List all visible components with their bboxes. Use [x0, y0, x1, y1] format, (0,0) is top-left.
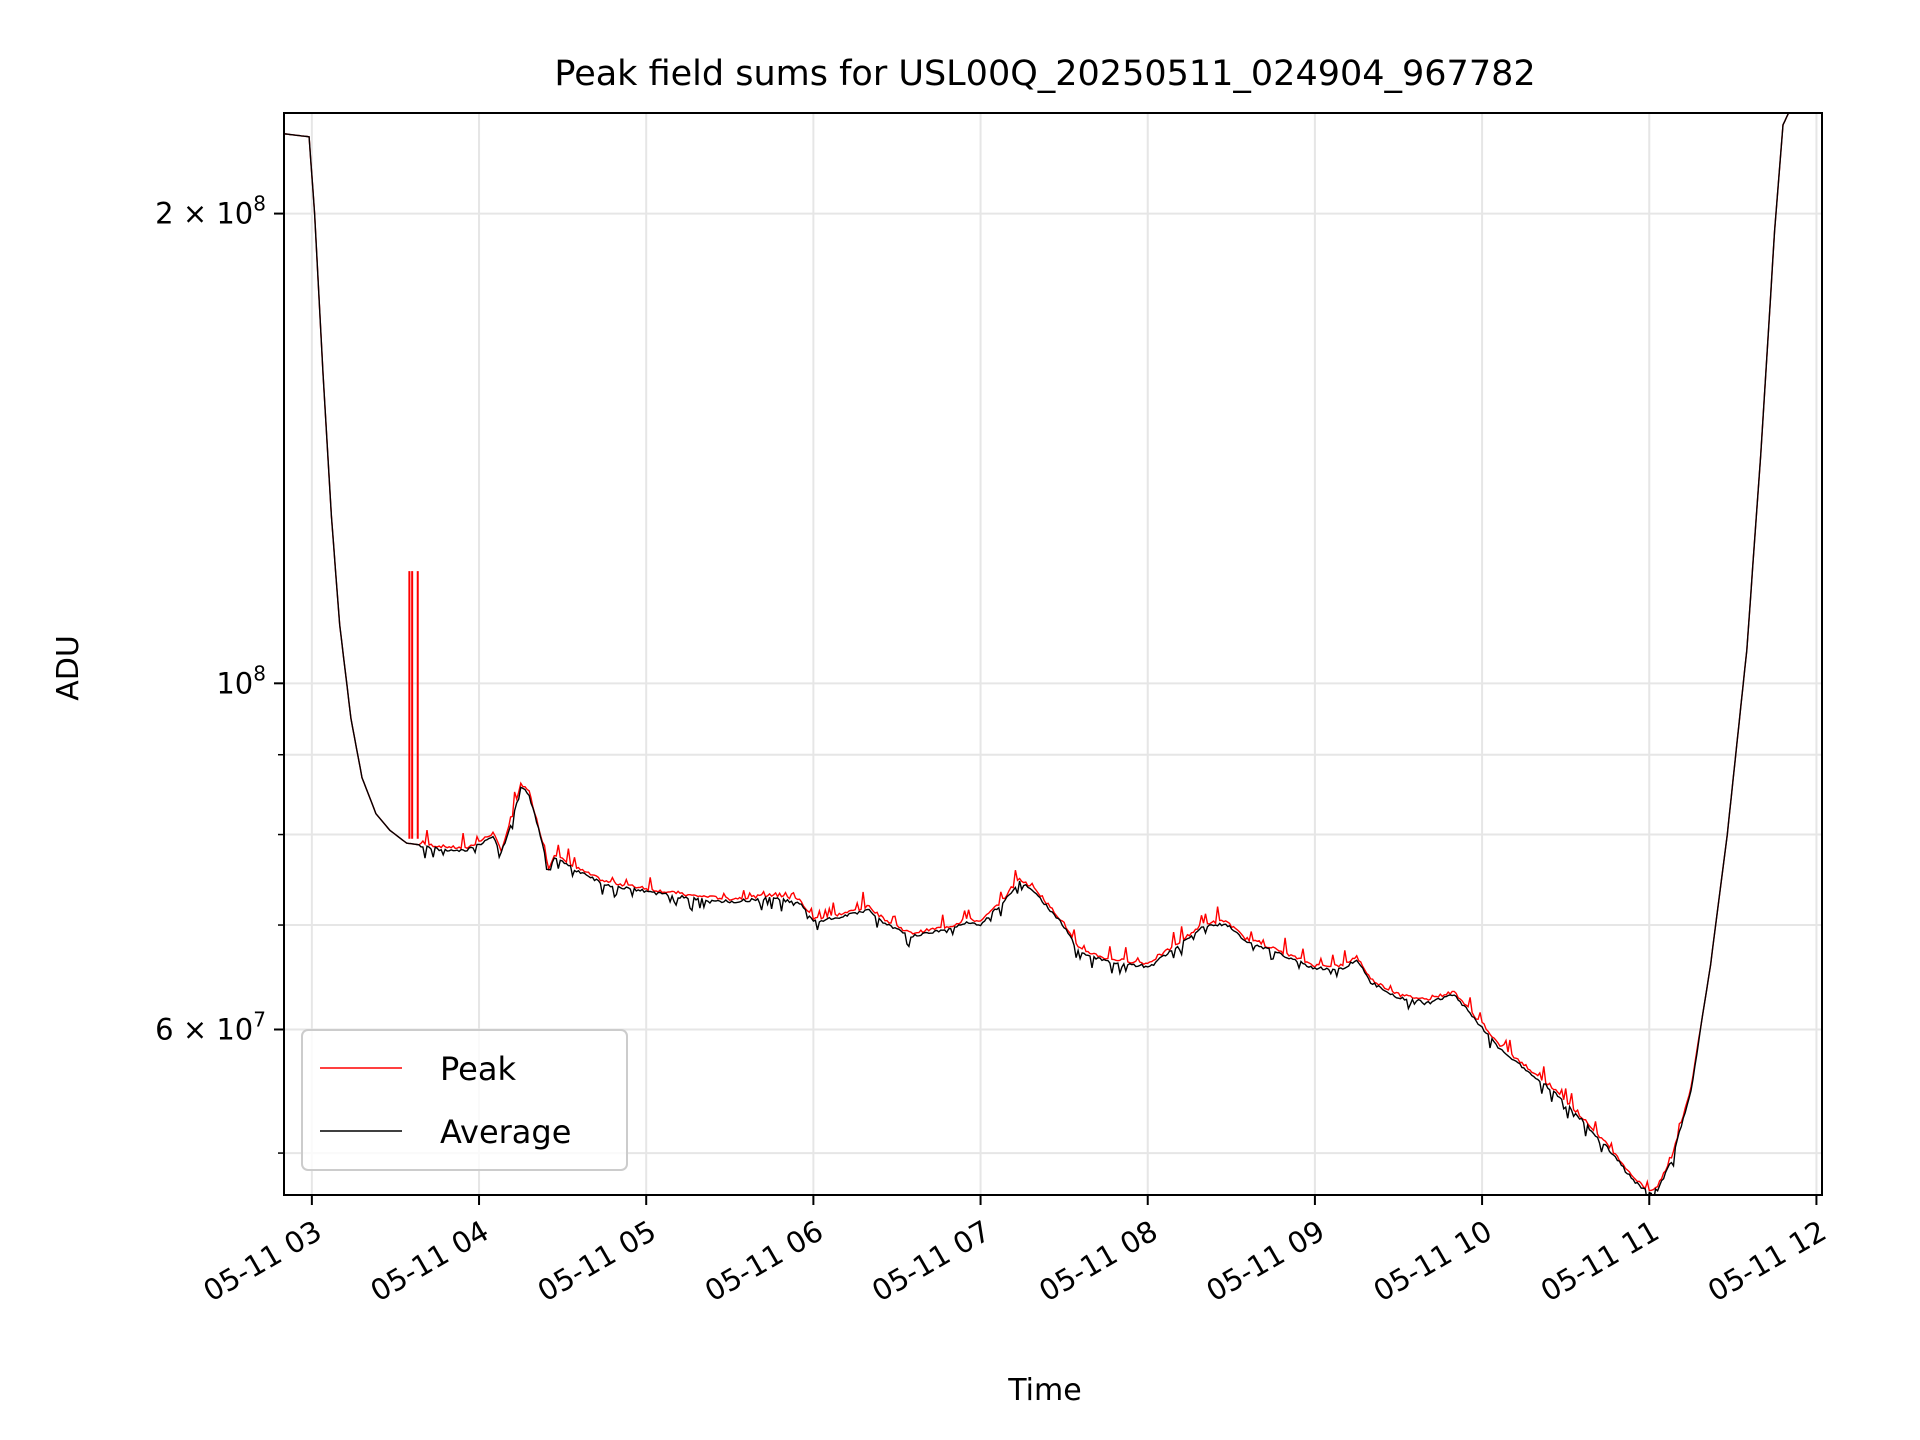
legend-label-average: Average	[440, 1113, 571, 1151]
y-tick-label: 2 × 108	[155, 192, 266, 231]
plot-series	[284, 113, 1790, 1195]
x-axis-label: Time	[1007, 1373, 1081, 1408]
chart-title: Peak field sums for USL00Q_20250511_0249…	[554, 54, 1535, 94]
legend-box	[301, 1029, 628, 1171]
legend: Peak Average	[301, 1029, 628, 1171]
series-average-line	[284, 113, 1790, 1195]
plot-frame	[283, 112, 1823, 1196]
y-tick-label: 108	[216, 661, 266, 700]
legend-label-peak: Peak	[440, 1050, 516, 1088]
y-tick-label: 6 × 107	[155, 1008, 266, 1047]
y-axis-label: ADU	[51, 635, 86, 701]
